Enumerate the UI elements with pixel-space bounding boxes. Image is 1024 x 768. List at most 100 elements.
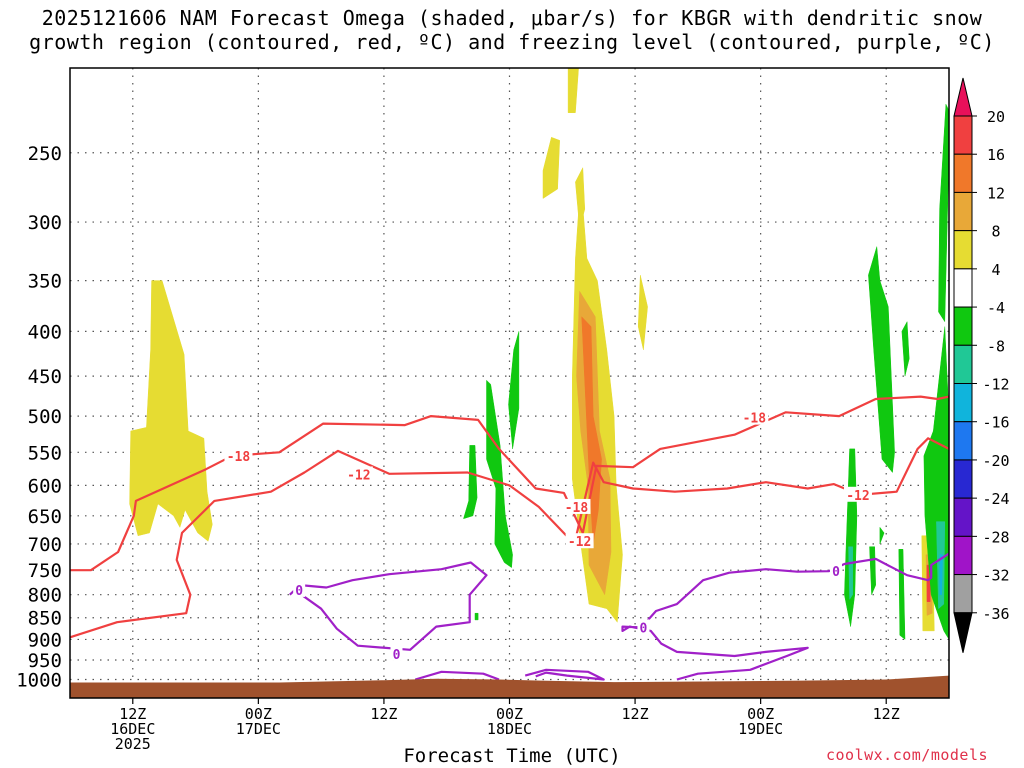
colorbar-label: 20 <box>987 108 1005 126</box>
x-tick-label: 2025 <box>115 735 151 753</box>
y-tick-label: 600 <box>28 475 62 497</box>
y-tick-label: 1000 <box>16 669 62 691</box>
surface-terrain <box>70 675 949 698</box>
omega-shade-region <box>868 246 895 474</box>
colorbar-top-arrow <box>953 77 973 117</box>
omega-shade-region <box>938 103 949 323</box>
x-tick-label: 17DEC <box>236 720 281 738</box>
omega-shade-region <box>901 320 910 377</box>
colorbar-label: 16 <box>987 146 1005 164</box>
contour-label: 0 <box>832 565 840 580</box>
contour-label-bg <box>637 619 650 635</box>
y-tick-label: 300 <box>28 212 62 234</box>
omega-shade-region <box>486 379 513 569</box>
contour-label-bg <box>344 466 373 482</box>
omega-shade-region <box>567 68 579 113</box>
y-tick-label: 750 <box>28 560 62 582</box>
colorbar-bin <box>953 459 973 499</box>
y-tick-label: 400 <box>28 321 62 343</box>
y-axis-ticks: 2503003504004505005506006507007508008509… <box>16 143 62 692</box>
omega-shade-region <box>879 526 885 545</box>
y-tick-label: 350 <box>28 271 62 293</box>
grid-lines <box>70 68 949 698</box>
x-tick-label: 00Z <box>747 705 774 723</box>
contour-labels: -18 -18 -18 -12 -12 -12 0 0 0 0 <box>224 409 872 663</box>
colorbar-label: -4 <box>987 299 1005 317</box>
terrain-fill <box>70 675 949 698</box>
omega-shading <box>129 68 949 640</box>
omega-shade-region <box>508 331 520 449</box>
colorbar-label: 12 <box>987 184 1005 202</box>
y-tick-label: 650 <box>28 506 62 528</box>
contour-label-bg <box>390 645 403 661</box>
x-tick-label: 18DEC <box>487 720 532 738</box>
x-tick-label: 12Z <box>873 705 900 723</box>
omega-shade-region <box>542 136 560 199</box>
y-tick-label: 450 <box>28 366 62 388</box>
colorbar-bin <box>953 153 973 193</box>
contour-label: -18 <box>565 501 589 516</box>
omega-shade-region <box>939 554 943 595</box>
chart-title-line-1: 2025121606 NAM Forecast Omega (shaded, μ… <box>41 6 983 30</box>
y-tick-label: 850 <box>28 608 62 630</box>
contour-label: 0 <box>295 584 303 599</box>
contour-label-bg <box>224 447 253 463</box>
colorbar-bin <box>953 574 973 614</box>
colorbar-label: 4 <box>991 261 1000 279</box>
contour-label-bg <box>562 498 591 514</box>
colorbar-bin <box>953 535 973 576</box>
omega-shade-region <box>474 612 479 621</box>
contour-label: 0 <box>393 648 401 663</box>
omega-shade-region <box>463 445 478 520</box>
colorbar-bin <box>953 268 973 308</box>
y-tick-label: 700 <box>28 534 62 556</box>
contour-label-bg <box>293 581 306 597</box>
omega-shade-region <box>869 546 876 595</box>
colorbar-label: -28 <box>982 528 1009 546</box>
y-tick-label: 550 <box>28 442 62 464</box>
chart-title-line-2: growth region (contoured, red, ºC) and f… <box>29 30 995 54</box>
x-tick-label: 00Z <box>496 705 523 723</box>
y-tick-label: 900 <box>28 629 62 651</box>
x-tick-label: 00Z <box>245 705 272 723</box>
dgz-contour-minus18 <box>70 395 949 572</box>
contour-label: -18 <box>227 450 251 465</box>
colorbar-label: 8 <box>991 223 1000 241</box>
contour-label: -12 <box>347 468 370 483</box>
freezing-level-contour <box>414 670 500 681</box>
colorbar-bin <box>953 344 973 384</box>
credit-link[interactable]: coolwx.com/models <box>826 746 989 764</box>
colorbar-bin <box>953 306 973 346</box>
contour-label-bg <box>843 486 872 502</box>
contour-label: -12 <box>568 535 591 550</box>
chart-title: 2025121606 NAM Forecast Omega (shaded, μ… <box>0 6 1024 54</box>
colorbar-bin <box>953 383 973 423</box>
omega-shade-region <box>898 549 906 640</box>
x-tick-label: 12Z <box>622 705 649 723</box>
colorbar-bin <box>953 421 973 461</box>
y-tick-label: 950 <box>28 650 62 672</box>
colorbar-bin <box>953 230 973 270</box>
x-tick-label: 16DEC <box>110 720 155 738</box>
colorbar-bin <box>953 497 973 537</box>
freezing-level-contour <box>621 552 949 681</box>
x-tick-label: 19DEC <box>738 720 783 738</box>
contour-label: 0 <box>640 621 648 636</box>
contour-label-bg <box>829 563 842 579</box>
colorbar: 20 16 12 8 4 -4 -8 -12 -16 -20 -24 -28 -32 -36 <box>953 77 1010 653</box>
contour-label: -12 <box>846 489 869 504</box>
x-tick-label: 12Z <box>119 705 146 723</box>
colorbar-bin <box>953 191 973 232</box>
colorbar-label: -24 <box>982 490 1009 508</box>
x-tick-label: 12Z <box>370 705 397 723</box>
omega-shade-region <box>637 275 648 350</box>
y-tick-label: 800 <box>28 585 62 607</box>
omega-shade-region <box>848 546 853 601</box>
colorbar-label: -32 <box>982 567 1009 585</box>
colorbar-bin <box>953 115 973 155</box>
omega-shade-region <box>129 280 213 542</box>
x-axis-label: Forecast Time (UTC) <box>403 745 621 767</box>
omega-shade-region <box>844 448 858 627</box>
colorbar-label: -8 <box>987 337 1005 355</box>
